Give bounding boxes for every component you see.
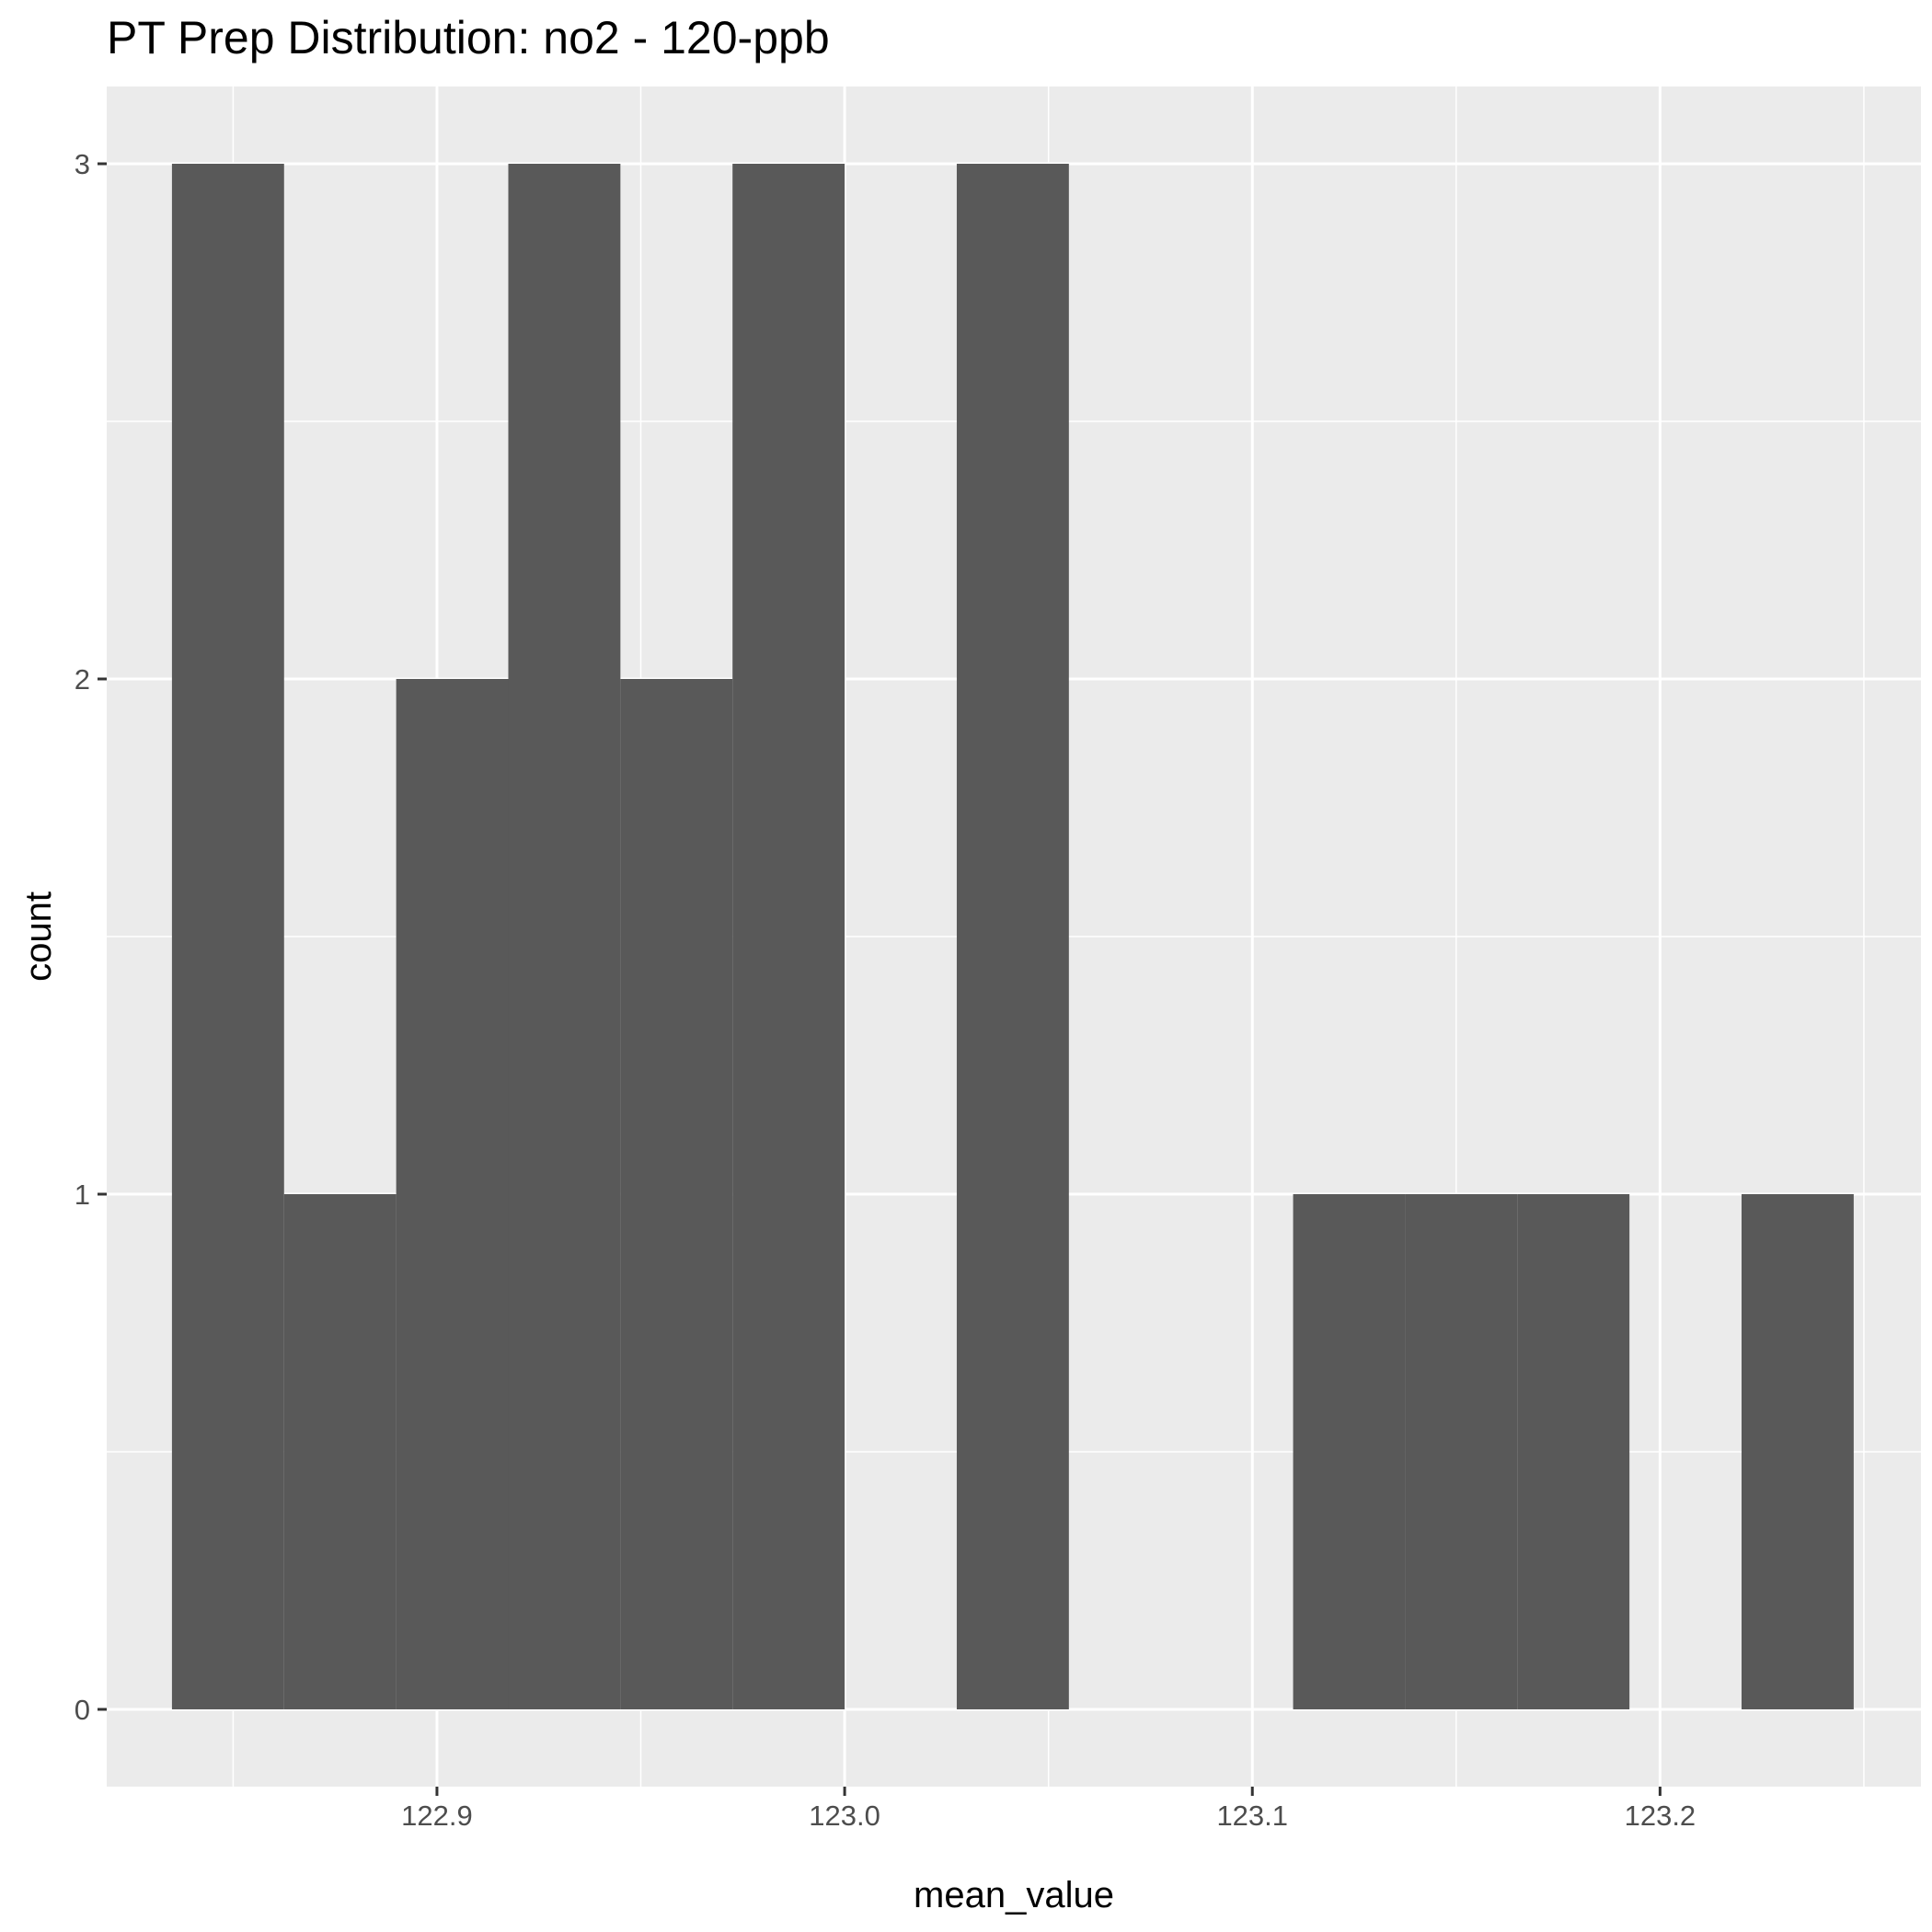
x-axis: 122.9 123.0 123.1 123.2	[401, 1787, 1696, 1832]
y-axis: 0 1 2 3	[75, 148, 107, 1726]
y-axis-title: count	[18, 891, 59, 982]
histogram-bar	[1742, 1194, 1854, 1709]
x-tick-label: 123.2	[1625, 1800, 1696, 1832]
histogram-bars	[171, 164, 1854, 1709]
x-tick-label: 123.1	[1216, 1800, 1288, 1832]
histogram-bar	[732, 164, 845, 1709]
histogram-bar	[171, 164, 284, 1709]
histogram-bar	[283, 1194, 397, 1709]
histogram-bar	[508, 164, 621, 1709]
y-tick-label: 1	[75, 1179, 90, 1211]
histogram-bar	[396, 679, 509, 1709]
histogram-bar	[620, 679, 733, 1709]
histogram-bar	[956, 164, 1069, 1709]
y-tick-label: 0	[75, 1694, 90, 1726]
histogram-bar	[1517, 1194, 1630, 1709]
histogram-bar	[1293, 1194, 1406, 1709]
x-tick-label: 122.9	[401, 1800, 473, 1832]
histogram-bar	[1405, 1194, 1518, 1709]
x-axis-title: mean_value	[914, 1875, 1114, 1915]
chart-title: PT Prep Distribution: no2 - 120-ppb	[107, 12, 830, 63]
y-tick-label: 2	[75, 663, 90, 696]
y-tick-label: 3	[75, 148, 90, 180]
x-tick-label: 123.0	[809, 1800, 880, 1832]
